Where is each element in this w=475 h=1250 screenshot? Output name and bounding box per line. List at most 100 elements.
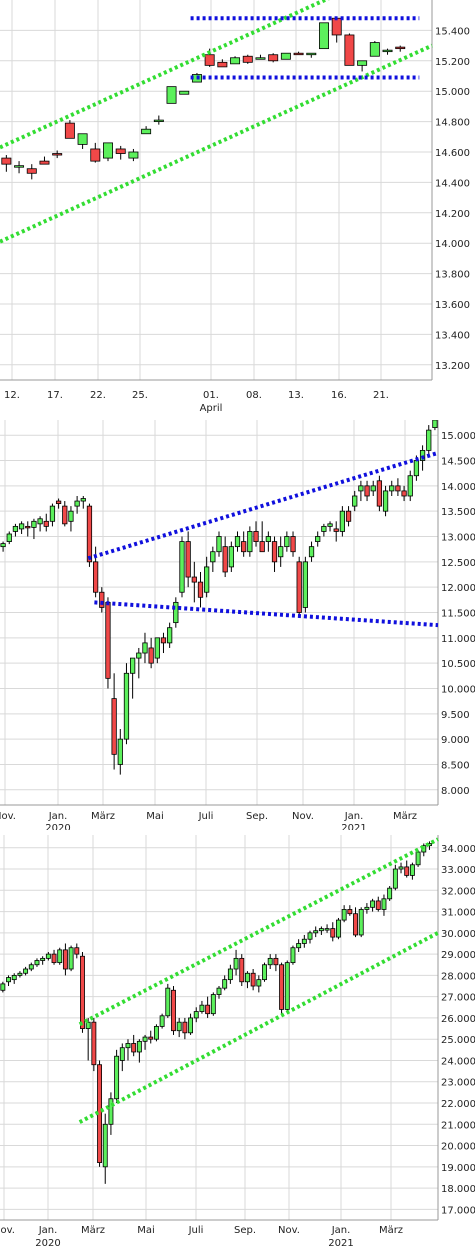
candle-up (413, 460, 420, 477)
candle-up (117, 738, 123, 765)
y-tick-label: 10.500 (441, 659, 475, 670)
candle-up (290, 947, 296, 964)
candle-up (216, 987, 222, 995)
candle-down (330, 928, 336, 938)
candle-down (43, 520, 49, 527)
candle-up (233, 957, 239, 970)
y-tick-label: 9.500 (441, 710, 470, 721)
x-sub-label: 2021 (341, 823, 366, 830)
candle-up (108, 1098, 114, 1125)
candle-up (327, 523, 333, 527)
candle-up (426, 429, 432, 451)
y-tick-label: 13.000 (441, 533, 475, 544)
y-tick-label: 31.000 (441, 908, 475, 919)
x-tick-label: 16. (331, 390, 347, 401)
candle-down (222, 546, 228, 573)
y-tick-label: 14.000 (441, 482, 475, 493)
candle-up (407, 475, 413, 497)
candle-up (409, 864, 415, 876)
candle-down (62, 505, 68, 525)
x-sub-label: 2020 (35, 1238, 60, 1249)
candle-up (296, 943, 302, 949)
x-tick-label: 21. (373, 390, 389, 401)
candle-down (191, 576, 197, 583)
candle-up (389, 485, 395, 492)
candle-down (204, 54, 215, 66)
y-tick-label: 32.000 (441, 886, 475, 897)
x-tick-label: Sep. (246, 811, 268, 822)
candle-down (293, 52, 304, 56)
candle-down (39, 160, 50, 165)
candle-down (25, 525, 31, 529)
candle-down (185, 541, 191, 578)
x-tick-label: Juli (188, 1225, 204, 1236)
candle-down (344, 34, 355, 66)
candle-up (318, 928, 324, 932)
x-tick-label: 08. (246, 390, 262, 401)
candle-up (119, 1047, 125, 1061)
y-tick-label: 28.000 (441, 971, 475, 982)
candle-down (55, 500, 62, 504)
candle-up (114, 1055, 120, 1100)
y-tick-label: 22.000 (441, 1099, 475, 1110)
x-tick-label: 25. (132, 390, 148, 401)
y-tick-label: 12.500 (441, 558, 475, 569)
candle-up (315, 536, 321, 542)
candle-up (302, 561, 308, 608)
candle-up (432, 420, 438, 428)
x-tick-label: März (91, 811, 115, 822)
x-tick-label: 13. (288, 390, 304, 401)
candle-up (382, 490, 389, 512)
candle-up (37, 518, 43, 525)
candle-down (268, 54, 279, 62)
x-tick-label: Jan. (331, 1225, 351, 1236)
candle-up (370, 485, 376, 492)
candle-down (86, 505, 93, 563)
candle-down (242, 55, 253, 63)
candle-up (85, 1021, 91, 1029)
candle-up (80, 498, 86, 502)
candle-up (0, 543, 6, 548)
candle-up (415, 851, 421, 866)
candle-down (74, 947, 80, 955)
y-tick-label: 14.800 (435, 118, 470, 129)
candle-up (382, 49, 393, 53)
candle-up (358, 485, 364, 492)
chart-panel-1: 13.200 13.400 13.600 13.800 14.000 14.200 14.4… (0, 0, 475, 415)
candle-down (148, 1036, 154, 1040)
candle-down (115, 148, 126, 154)
y-tick-label: 14.600 (435, 148, 470, 159)
candle-down (51, 953, 57, 964)
candle-up (179, 90, 190, 95)
candle-up (364, 906, 370, 910)
candle-up (176, 1021, 182, 1032)
candle-down (279, 964, 285, 1010)
candle-up (153, 119, 164, 123)
y-tick-label: 13.400 (435, 330, 470, 341)
candle-down (395, 485, 401, 492)
candle-up (216, 536, 222, 553)
candle-down (92, 561, 99, 593)
candle-up (68, 510, 74, 522)
candle-up (28, 964, 34, 970)
candle-down (91, 1021, 97, 1066)
candle-up (6, 977, 11, 983)
x-sub-label: April (200, 403, 223, 414)
y-tick-label: 14.000 (435, 239, 470, 250)
y-tick-label: 18.000 (441, 1184, 475, 1195)
candle-down (395, 46, 406, 50)
candle-down (290, 536, 296, 553)
x-tick-label: Mai (146, 811, 164, 822)
candle-up (142, 642, 148, 654)
candle-up (339, 510, 346, 532)
candle-up (12, 525, 19, 532)
candle-down (52, 153, 63, 156)
candle-down (347, 909, 353, 915)
candle-down (182, 1021, 188, 1034)
candle-down (26, 168, 37, 174)
trend-channel-line (78, 837, 439, 1027)
y-tick-label: 15.400 (435, 26, 470, 37)
y-tick-label: 33.000 (441, 865, 475, 876)
candle-up (357, 60, 368, 66)
candle-up (31, 520, 37, 528)
